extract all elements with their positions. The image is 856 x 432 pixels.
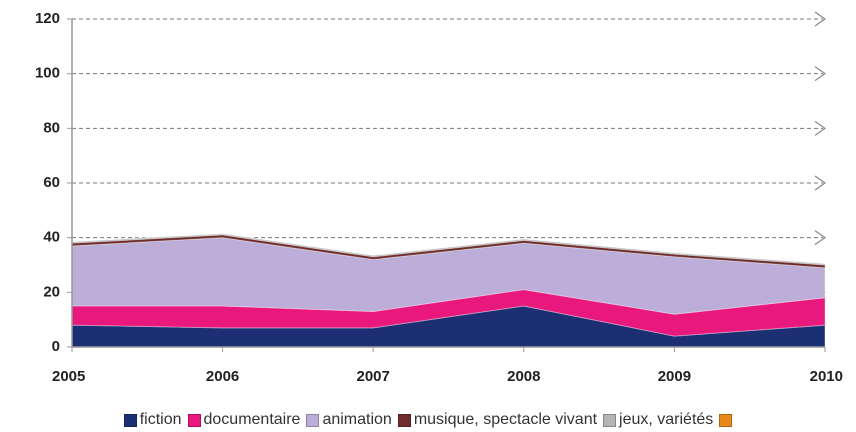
y-tick-label: 60 [43, 174, 60, 191]
legend-item: documentaire [187, 411, 301, 429]
y-tick-label: 80 [43, 119, 60, 136]
legend-label: musique, spectacle vivant [413, 411, 598, 428]
legend-swatch [306, 413, 320, 427]
y-tick-label: 100 [35, 65, 60, 82]
x-tick-label: 2010 [810, 368, 843, 385]
grid-arrow [814, 66, 827, 82]
legend-label: jeux, variétés [619, 411, 714, 428]
y-tick-label: 120 [35, 10, 60, 27]
legend-swatch [187, 413, 201, 427]
legend-label: fiction [139, 411, 182, 428]
y-tick-label: 20 [43, 283, 60, 300]
legend-swatch [603, 413, 617, 427]
grid-arrow [814, 175, 827, 191]
legend: fiction documentaire animation musique, spe… [0, 408, 856, 432]
x-tick-label: 2006 [206, 368, 239, 385]
legend-swatch [397, 413, 411, 427]
chart: 0 20 40 60 80 100 120 2005 2006 2007 2008 2009 2010 [35, 10, 843, 385]
legend-item: musique, spectacle vivant [397, 411, 598, 429]
legend-item: animation [306, 411, 392, 429]
legend-swatch [123, 413, 137, 427]
legend-label: documentaire [203, 411, 301, 428]
grid-arrow [814, 230, 827, 246]
grid-arrow [814, 120, 827, 136]
x-tick-label: 2009 [658, 368, 691, 385]
legend-item [719, 413, 733, 427]
x-tick-label: 2007 [357, 368, 390, 385]
y-tick-label: 0 [52, 338, 60, 355]
x-tick-label: 2008 [507, 368, 540, 385]
legend-swatch [719, 413, 733, 427]
area [71, 233, 826, 266]
x-tick-label: 2005 [52, 368, 85, 385]
legend-item: fiction [123, 411, 182, 429]
area [71, 233, 826, 265]
legend-label: animation [322, 411, 392, 428]
legend-item: jeux, variétés [603, 411, 713, 429]
y-tick-label: 40 [43, 229, 60, 246]
grid-arrow [814, 11, 827, 27]
